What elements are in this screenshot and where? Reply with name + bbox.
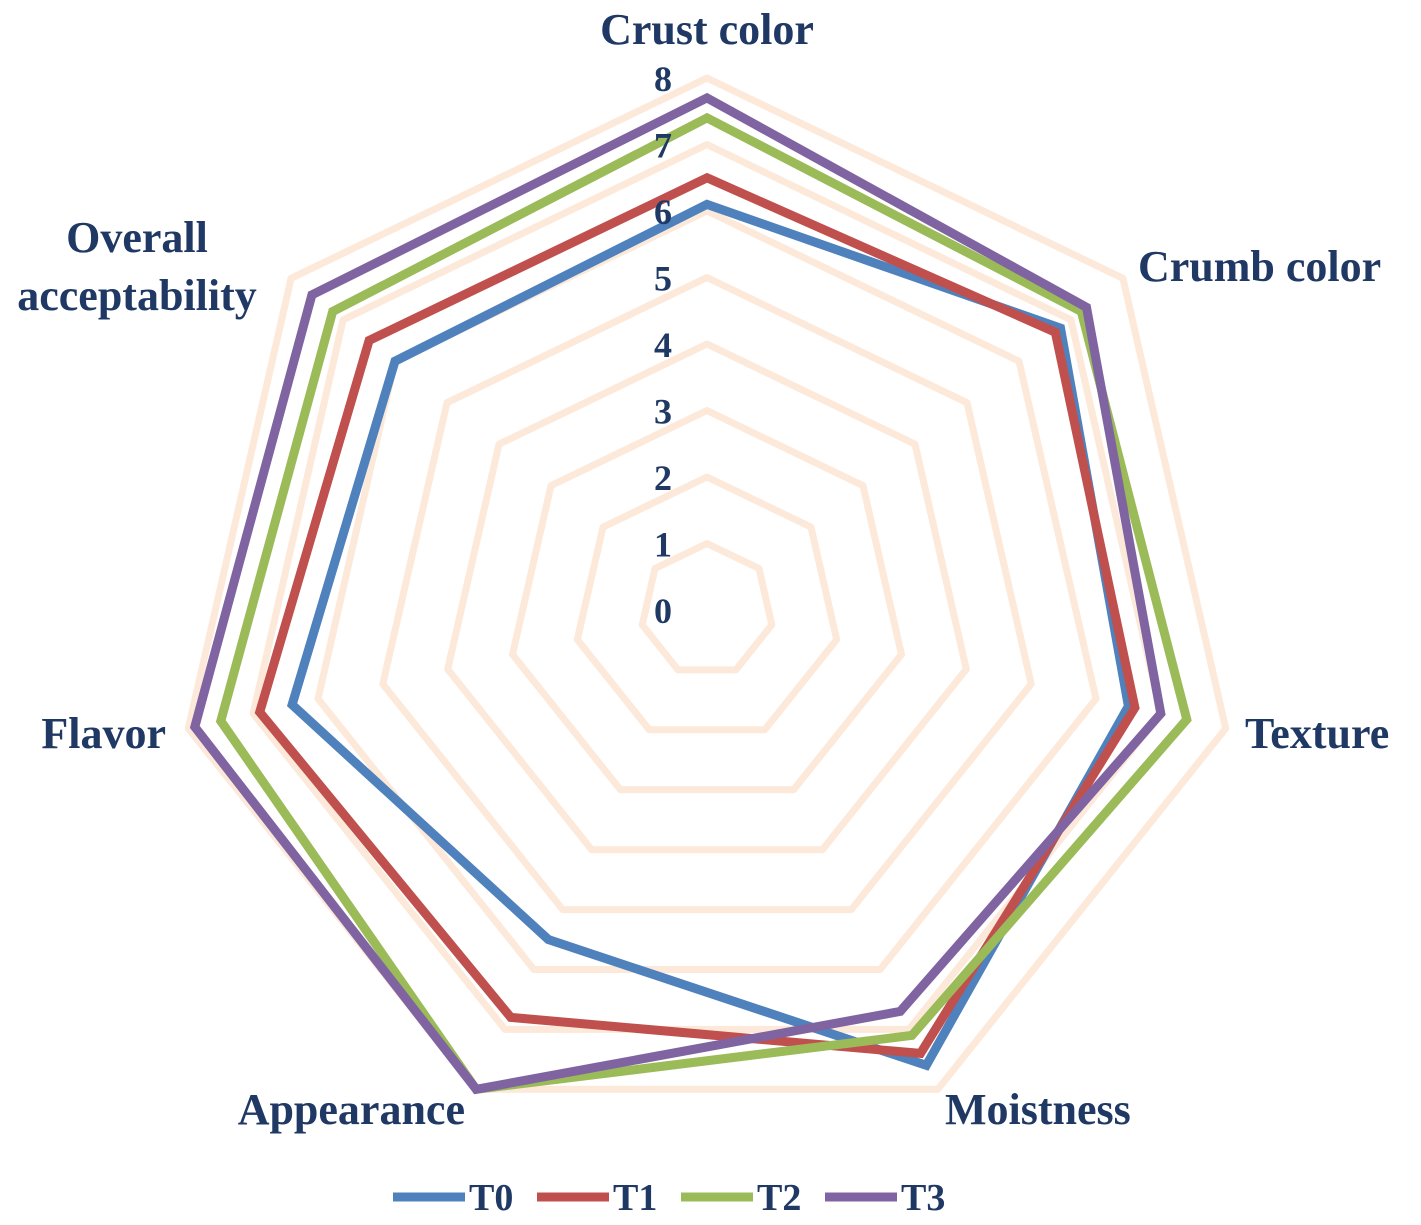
tick-label: 8 (654, 59, 672, 99)
axis-label-overall-acceptability: Overall acceptability (17, 213, 257, 320)
grid-ring-5 (379, 274, 1035, 914)
legend-item-t0[interactable]: T0 (393, 1177, 513, 1219)
axis-label-appearance: Appearance (238, 1085, 465, 1134)
legend-item-t1[interactable]: T1 (537, 1177, 657, 1219)
tick-label: 3 (654, 392, 672, 432)
tick-label: 2 (654, 458, 672, 498)
grid-ring-2 (573, 473, 841, 734)
axis-label-layer: Crust color Crumb color Texture Moistness Ap… (17, 5, 1389, 1134)
legend-item-t3[interactable]: T3 (825, 1177, 945, 1219)
legend-label-t1: T1 (613, 1177, 657, 1219)
tick-label: 1 (654, 525, 672, 565)
series-line-t3 (189, 92, 1166, 1095)
tick-label: 6 (654, 192, 672, 232)
grid-ring-6 (314, 207, 1100, 973)
series-line-t1 (254, 172, 1140, 1059)
axis-label-crumb-color: Crumb color (1138, 242, 1381, 291)
tick-label-layer: 0 1 2 3 4 5 6 7 8 (654, 59, 672, 631)
legend-label-t0: T0 (469, 1177, 513, 1219)
grid-ring-3 (509, 407, 905, 794)
grid-ring-8 (184, 74, 1230, 1093)
legend-label-t3: T3 (901, 1177, 945, 1219)
tick-label: 0 (654, 591, 672, 631)
tick-label: 5 (654, 259, 672, 299)
series-layer (189, 92, 1192, 1095)
axis-label-texture: Texture (1245, 709, 1389, 758)
tick-label: 4 (654, 325, 672, 365)
axis-label-flavor: Flavor (41, 709, 166, 758)
legend-item-t2[interactable]: T2 (681, 1177, 801, 1219)
tick-label: 7 (654, 126, 672, 166)
legend-label-t2: T2 (757, 1177, 801, 1219)
grid-ring-7 (249, 141, 1165, 1033)
grid-ring-1 (638, 540, 776, 674)
grid-layer (184, 74, 1230, 1093)
axis-label-moistness: Moistness (945, 1085, 1131, 1134)
axis-label-crust-color: Crust color (600, 5, 814, 54)
legend[interactable]: T0 T1 T2 T3 (393, 1177, 945, 1219)
grid-ring-4 (444, 340, 970, 854)
